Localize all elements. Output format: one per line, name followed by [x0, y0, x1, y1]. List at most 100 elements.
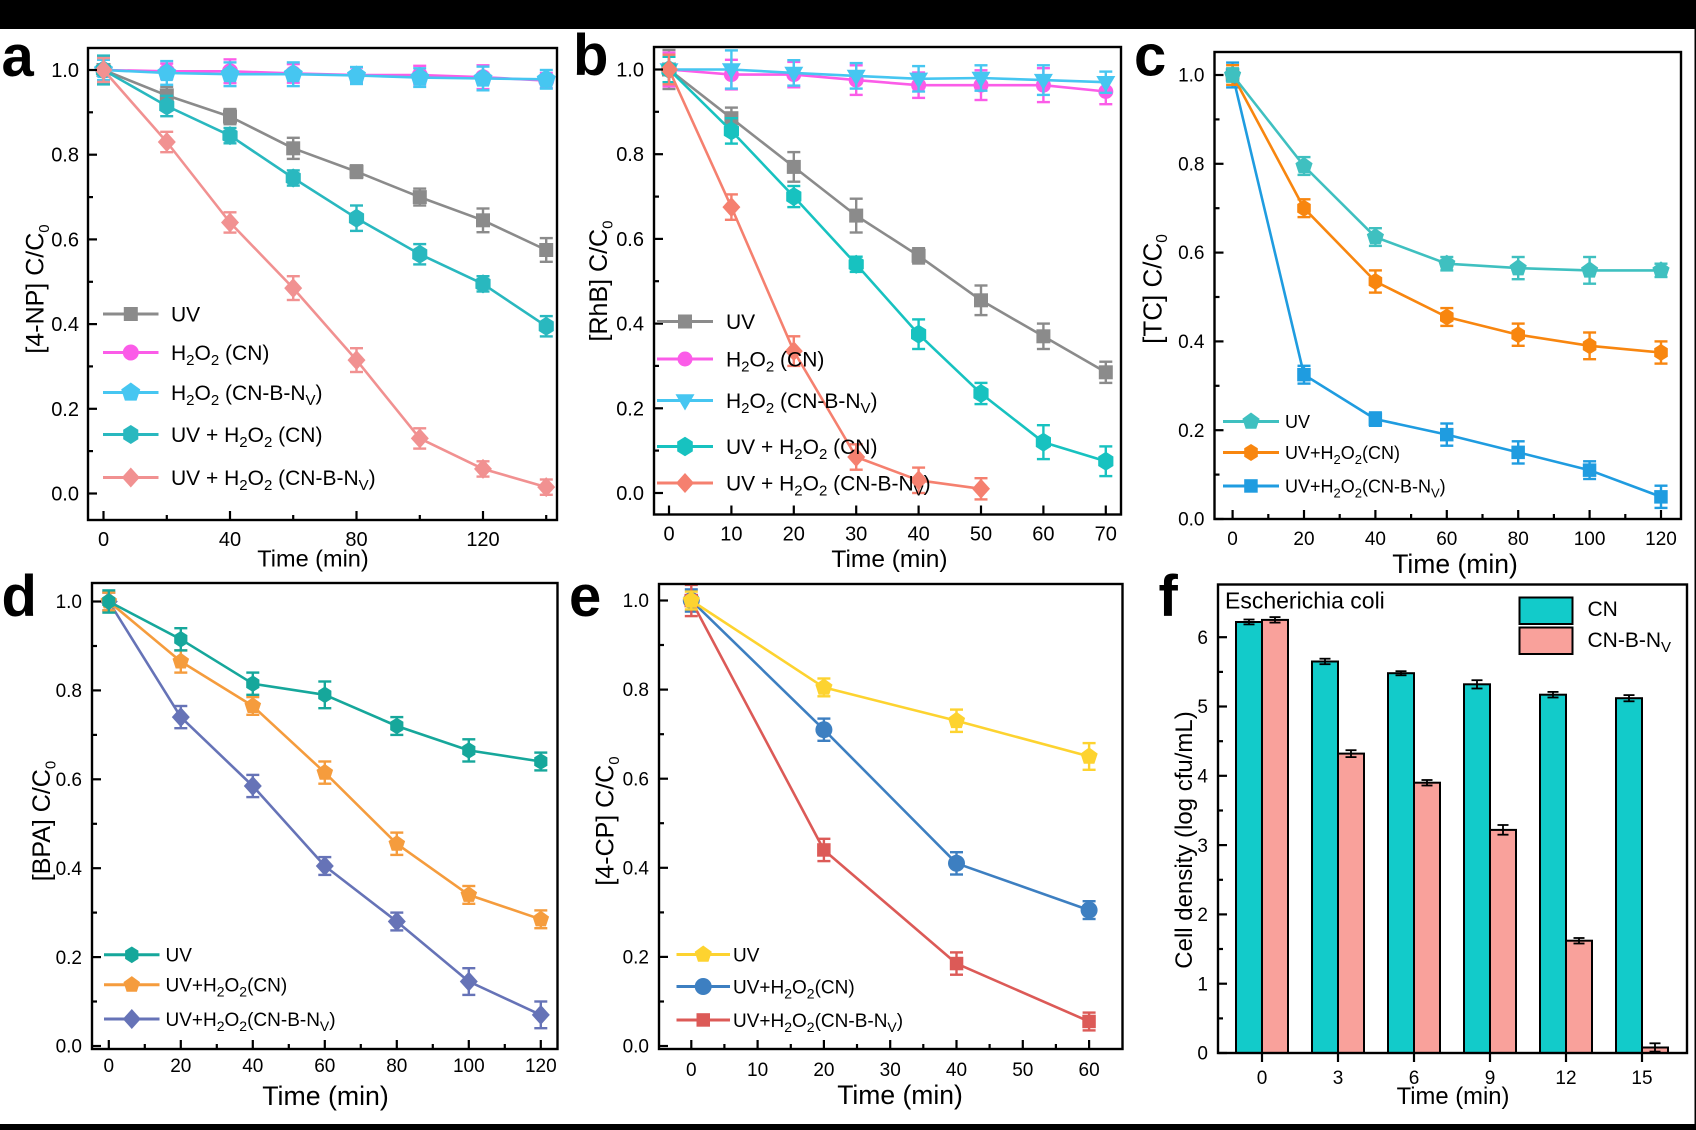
- svg-text:Time (min): Time (min): [1392, 549, 1518, 579]
- svg-text:1.0: 1.0: [1178, 66, 1204, 87]
- svg-text:[4-CP] C/C0: [4-CP] C/C0: [592, 756, 624, 885]
- svg-text:0.0: 0.0: [56, 1037, 82, 1058]
- svg-text:UV: UV: [1285, 412, 1310, 432]
- svg-text:0.6: 0.6: [616, 229, 644, 251]
- svg-text:70: 70: [1095, 524, 1117, 546]
- svg-text:Cell density (log cfu/mL): Cell density (log cfu/mL): [1171, 711, 1198, 968]
- svg-text:50: 50: [1012, 1060, 1033, 1081]
- svg-text:120: 120: [525, 1056, 557, 1077]
- svg-text:UV+H2​O2​(CN): UV+H2​O2​(CN): [166, 976, 288, 1000]
- svg-text:H2​O2​ (CN): H2​O2​ (CN): [726, 349, 824, 376]
- svg-text:e: e: [569, 564, 601, 629]
- svg-text:a: a: [2, 24, 35, 89]
- svg-text:0.8: 0.8: [51, 145, 79, 167]
- svg-text:UV+H2​O2​(CN-B-NV​): UV+H2​O2​(CN-B-NV​): [166, 1010, 336, 1034]
- svg-text:80: 80: [386, 1056, 407, 1077]
- svg-text:0: 0: [104, 1056, 115, 1077]
- svg-text:100: 100: [1574, 529, 1606, 550]
- svg-text:f: f: [1159, 564, 1179, 629]
- svg-text:40: 40: [1365, 529, 1386, 550]
- svg-text:UV: UV: [166, 946, 193, 967]
- svg-text:100: 100: [453, 1056, 485, 1077]
- svg-text:0.8: 0.8: [616, 144, 644, 166]
- svg-text:H2​O2​ (CN): H2​O2​ (CN): [171, 342, 269, 369]
- svg-text:Time (min): Time (min): [831, 546, 947, 573]
- svg-text:0.6: 0.6: [56, 770, 82, 791]
- svg-text:0.2: 0.2: [51, 399, 79, 421]
- svg-text:0: 0: [98, 529, 109, 551]
- svg-text:60: 60: [1436, 529, 1457, 550]
- svg-text:1.0: 1.0: [623, 591, 649, 612]
- svg-text:0.8: 0.8: [623, 680, 649, 701]
- svg-text:0.8: 0.8: [1178, 154, 1204, 175]
- svg-text:0.2: 0.2: [56, 948, 82, 969]
- svg-text:20: 20: [813, 1060, 834, 1081]
- svg-text:H2​O2​ (CN-B-NV​): H2​O2​ (CN-B-NV​): [726, 390, 878, 417]
- svg-text:30: 30: [880, 1060, 901, 1081]
- svg-text:0.4: 0.4: [623, 858, 650, 879]
- svg-text:H2​O2​ (CN-B-NV​): H2​O2​ (CN-B-NV​): [171, 382, 323, 409]
- svg-text:UV + H2​O2​ (CN): UV + H2​O2​ (CN): [726, 436, 877, 463]
- svg-text:1.0: 1.0: [51, 60, 79, 82]
- svg-text:0: 0: [1227, 529, 1238, 550]
- svg-text:30: 30: [845, 524, 867, 546]
- svg-text:UV: UV: [171, 304, 200, 327]
- svg-text:CN-B-NV: CN-B-NV: [1588, 629, 1672, 656]
- svg-text:UV + H2​O2​ (CN-B-NV​): UV + H2​O2​ (CN-B-NV​): [726, 473, 931, 500]
- svg-text:0: 0: [1257, 1068, 1268, 1089]
- svg-text:0.4: 0.4: [1178, 332, 1205, 353]
- svg-text:0.0: 0.0: [1178, 510, 1204, 531]
- svg-text:0.2: 0.2: [616, 398, 644, 420]
- svg-text:0.6: 0.6: [623, 769, 649, 790]
- svg-text:Time (min): Time (min): [257, 546, 368, 572]
- svg-text:40: 40: [219, 529, 241, 551]
- svg-text:0.4: 0.4: [56, 859, 83, 880]
- svg-text:60: 60: [314, 1056, 335, 1077]
- svg-text:0.2: 0.2: [623, 948, 649, 969]
- svg-text:4: 4: [1197, 766, 1208, 787]
- svg-text:Time (min): Time (min): [1397, 1083, 1510, 1110]
- svg-text:CN: CN: [1588, 598, 1618, 621]
- svg-text:0.0: 0.0: [616, 483, 644, 505]
- svg-text:0.4: 0.4: [51, 314, 79, 336]
- svg-text:[RhB] C/C0: [RhB] C/C0: [585, 221, 617, 342]
- svg-text:20: 20: [783, 524, 805, 546]
- svg-text:0.0: 0.0: [51, 484, 79, 506]
- svg-text:10: 10: [720, 524, 742, 546]
- svg-text:b: b: [573, 23, 608, 88]
- svg-text:2: 2: [1197, 905, 1208, 926]
- svg-text:9: 9: [1485, 1068, 1496, 1089]
- svg-text:12: 12: [1555, 1068, 1576, 1089]
- svg-text:6: 6: [1409, 1068, 1420, 1089]
- svg-text:0.6: 0.6: [51, 229, 79, 251]
- svg-text:Escherichia coli: Escherichia coli: [1225, 588, 1385, 614]
- svg-text:[BPA] C/C0: [BPA] C/C0: [28, 761, 60, 881]
- svg-text:UV+H2​O2​(CN-B-NV​): UV+H2​O2​(CN-B-NV​): [733, 1011, 903, 1035]
- svg-text:3: 3: [1333, 1068, 1344, 1089]
- svg-text:1: 1: [1197, 974, 1208, 995]
- svg-text:80: 80: [1508, 529, 1529, 550]
- svg-text:[TC] C/C0: [TC] C/C0: [1138, 234, 1172, 344]
- svg-text:UV + H2​O2​ (CN-B-NV​): UV + H2​O2​ (CN-B-NV​): [171, 467, 376, 494]
- svg-text:5: 5: [1197, 697, 1208, 718]
- svg-text:20: 20: [1293, 529, 1314, 550]
- svg-text:15: 15: [1631, 1068, 1652, 1089]
- svg-text:UV: UV: [733, 945, 760, 966]
- svg-text:Time (min): Time (min): [837, 1080, 963, 1110]
- svg-text:60: 60: [1032, 524, 1054, 546]
- svg-text:60: 60: [1079, 1060, 1100, 1081]
- svg-text:0.4: 0.4: [616, 314, 644, 336]
- svg-text:40: 40: [946, 1060, 967, 1081]
- svg-text:80: 80: [345, 529, 367, 551]
- svg-text:[4-NP] C/C0: [4-NP] C/C0: [22, 224, 54, 353]
- svg-text:0: 0: [663, 524, 674, 546]
- svg-text:50: 50: [970, 524, 992, 546]
- svg-text:0.6: 0.6: [1178, 243, 1204, 264]
- svg-text:1.0: 1.0: [616, 60, 644, 82]
- svg-text:UV + H2​O2​ (CN): UV + H2​O2​ (CN): [171, 424, 322, 451]
- svg-text:1.0: 1.0: [56, 592, 82, 613]
- svg-text:0.2: 0.2: [1178, 421, 1204, 442]
- svg-text:0.0: 0.0: [623, 1037, 649, 1058]
- svg-text:0: 0: [686, 1060, 697, 1081]
- svg-text:40: 40: [907, 524, 929, 546]
